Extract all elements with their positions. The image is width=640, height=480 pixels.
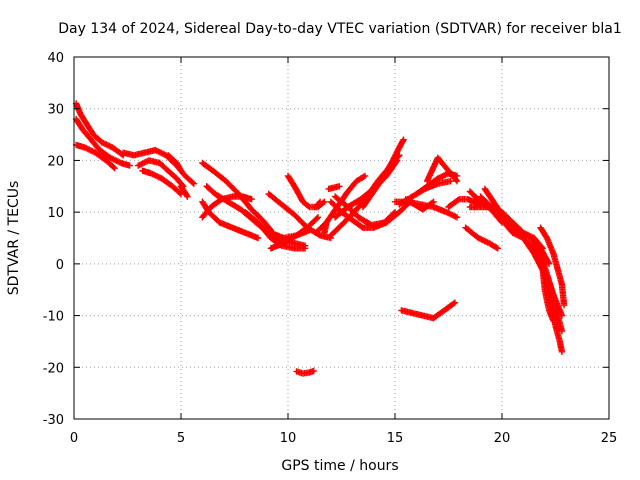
data-point-markers	[537, 250, 566, 335]
series-arc-aj	[537, 250, 566, 335]
y-tick-label: -30	[43, 413, 64, 428]
series-arc-o	[267, 227, 313, 242]
data-point-markers	[537, 224, 568, 309]
data-point-markers	[199, 193, 255, 221]
series-arc-g	[165, 152, 185, 174]
plot-frame	[73, 56, 610, 420]
series-arc-al	[539, 265, 557, 324]
data-point-markers	[321, 219, 330, 236]
data-point-markers	[312, 198, 324, 211]
series-arc-u	[331, 193, 399, 229]
series-arc-ac	[462, 224, 501, 252]
data-point-markers	[165, 152, 185, 174]
y-axis-label: SDTVAR / TECUs	[6, 181, 22, 296]
series-arc-j	[199, 198, 262, 242]
data-point-markers	[139, 167, 185, 198]
series-arc-v	[359, 136, 407, 211]
series-arc-k	[199, 193, 255, 221]
data-point-markers	[402, 196, 437, 213]
data-point-markers	[325, 183, 343, 193]
data-point-markers	[539, 265, 557, 324]
series-arc-b	[72, 115, 133, 169]
series-arc-ar	[325, 183, 343, 193]
series-arc-am	[398, 299, 459, 322]
y-axis-ticks: -30 -20 -10 0 10 20 30 40	[43, 51, 609, 428]
data-point-markers	[331, 193, 399, 229]
series-arc-ap	[321, 219, 330, 236]
x-axis-ticks: 0 5 10 15 20 25	[70, 57, 617, 446]
series-arc-c	[72, 141, 118, 172]
data-point-markers	[462, 224, 501, 252]
data-point-markers	[445, 196, 484, 211]
data-point-markers	[199, 198, 262, 242]
y-tick-label: 0	[56, 258, 64, 273]
y-tick-label: -20	[43, 361, 64, 376]
data-point-markers	[72, 100, 127, 159]
x-tick-label: 20	[494, 431, 511, 446]
data-points	[72, 100, 568, 377]
data-point-markers	[120, 146, 198, 187]
y-tick-label: 10	[47, 206, 64, 221]
series-arc-aa	[402, 196, 437, 213]
data-point-markers	[177, 183, 191, 200]
data-point-markers	[135, 157, 187, 190]
y-tick-label: 30	[47, 103, 64, 118]
data-point-markers	[423, 154, 461, 185]
data-point-markers	[267, 227, 313, 242]
data-point-markers	[72, 115, 133, 169]
data-point-markers	[293, 367, 317, 377]
series-arc-ag	[445, 196, 484, 211]
data-point-markers	[398, 299, 459, 322]
series-arc-an	[293, 367, 317, 377]
x-axis-label: GPS time / hours	[281, 458, 398, 474]
series-arc-ao	[177, 183, 191, 200]
series-arc-aq	[312, 198, 324, 211]
series-arc-ak	[537, 224, 568, 309]
y-tick-label: 40	[47, 51, 64, 66]
series-arc-e	[135, 157, 187, 190]
x-tick-label: 25	[601, 431, 618, 446]
data-point-markers	[72, 141, 118, 172]
series-arc-a	[72, 100, 127, 159]
series-arc-f	[139, 167, 185, 198]
y-tick-label: -10	[43, 310, 64, 325]
x-tick-label: 10	[280, 431, 297, 446]
chart-title: Day 134 of 2024, Sidereal Day-to-day VTE…	[58, 21, 621, 37]
y-tick-label: 20	[47, 154, 64, 169]
x-tick-label: 0	[70, 431, 78, 446]
series-arc-z	[423, 154, 461, 185]
data-point-markers	[359, 136, 407, 211]
x-tick-label: 15	[387, 431, 404, 446]
x-tick-label: 5	[177, 431, 185, 446]
series-arc-d	[120, 146, 198, 187]
